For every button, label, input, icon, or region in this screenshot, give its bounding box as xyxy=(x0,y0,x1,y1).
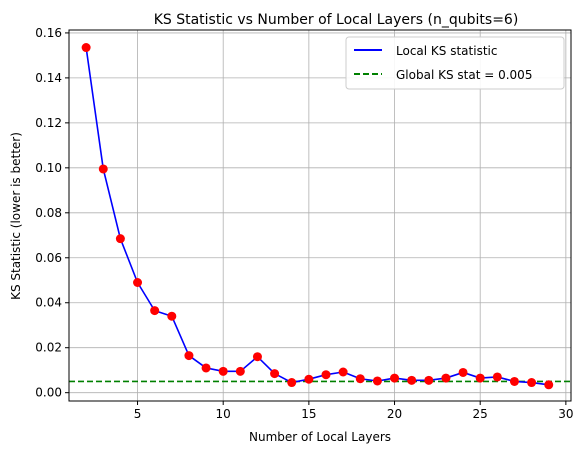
x-tick-label: 15 xyxy=(301,407,316,421)
x-tick-label: 25 xyxy=(473,407,488,421)
y-tick-label: 0.00 xyxy=(35,386,62,400)
y-tick-label: 0.12 xyxy=(35,116,62,130)
y-tick-label: 0.08 xyxy=(35,206,62,220)
local-ks-data-point xyxy=(201,363,211,373)
y-tick-label: 0.02 xyxy=(35,341,62,355)
local-ks-data-point xyxy=(287,378,297,388)
y-tick-label: 0.16 xyxy=(35,26,62,40)
marker-layer xyxy=(81,43,554,390)
legend-label-local-ks: Local KS statistic xyxy=(396,44,497,58)
local-ks-data-point xyxy=(81,43,91,53)
local-ks-data-point xyxy=(270,369,280,379)
legend-label-global-ks: Global KS stat = 0.005 xyxy=(396,68,532,82)
local-ks-data-point xyxy=(492,372,502,382)
local-ks-data-point xyxy=(321,370,331,380)
local-ks-data-point xyxy=(509,376,519,386)
local-ks-data-point xyxy=(475,373,485,383)
x-tick-label: 10 xyxy=(216,407,231,421)
local-ks-data-point xyxy=(407,375,417,385)
x-axis-ticks: 5 10 15 20 25 30 xyxy=(134,401,574,421)
y-tick-label: 0.06 xyxy=(35,251,62,265)
series-layer xyxy=(85,47,549,386)
local-ks-data-point xyxy=(355,374,365,384)
local-ks-series-line xyxy=(85,47,549,386)
plot-area-frame xyxy=(68,29,572,402)
y-tick-label: 0.10 xyxy=(35,161,62,175)
y-tick-label: 0.04 xyxy=(35,296,62,310)
local-ks-data-point xyxy=(441,373,451,383)
y-axis-label: KS Statistic (lower is better) xyxy=(9,132,23,300)
x-tick-label: 20 xyxy=(387,407,402,421)
local-ks-data-point xyxy=(252,352,262,362)
x-tick-label: 5 xyxy=(134,407,142,421)
local-ks-data-point xyxy=(304,374,314,384)
legend-box xyxy=(345,36,565,90)
local-ks-data-point xyxy=(167,311,177,321)
local-ks-data-point xyxy=(235,366,245,376)
local-ks-data-point xyxy=(338,367,348,377)
local-ks-data-point xyxy=(527,378,537,388)
local-ks-data-point xyxy=(544,380,554,390)
local-ks-data-point xyxy=(115,234,125,244)
local-ks-data-point xyxy=(98,164,108,174)
legend: Local KS statistic Global KS stat = 0.00… xyxy=(345,36,565,90)
local-ks-data-point xyxy=(184,351,194,361)
chart-title: KS Statistic vs Number of Local Layers (… xyxy=(154,12,519,28)
local-ks-data-point xyxy=(458,367,468,377)
local-ks-data-point xyxy=(390,373,400,383)
x-axis-label: Number of Local Layers xyxy=(249,430,391,444)
local-ks-data-point xyxy=(150,306,160,316)
y-axis-ticks: 0.00 0.02 0.04 0.06 0.08 0.10 0.12 0.14 0.16 xyxy=(35,26,69,400)
local-ks-data-point xyxy=(218,366,228,376)
local-ks-data-point xyxy=(424,375,434,385)
local-ks-data-point xyxy=(372,376,382,386)
y-tick-label: 0.14 xyxy=(35,71,62,85)
local-ks-data-point xyxy=(133,278,143,288)
x-tick-label: 30 xyxy=(558,407,573,421)
